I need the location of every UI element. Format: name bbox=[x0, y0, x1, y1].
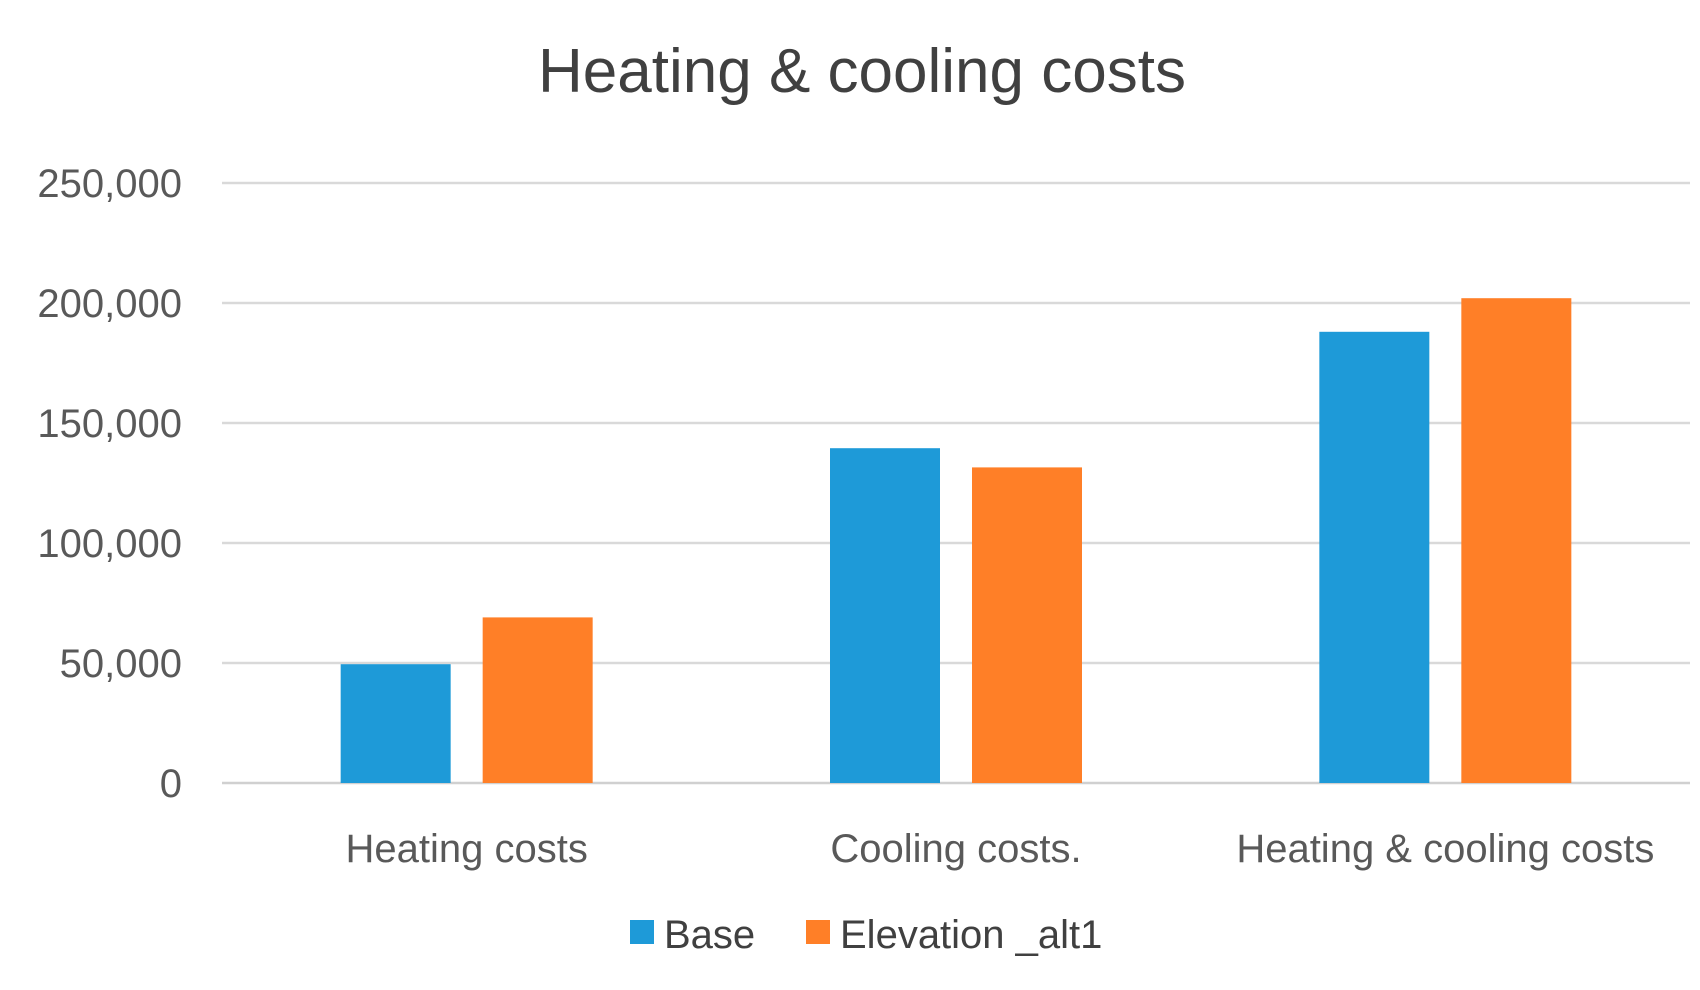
x-category-label: Heating & cooling costs bbox=[1236, 827, 1654, 871]
bar-base-0 bbox=[340, 664, 451, 783]
y-tick-label: 50,000 bbox=[60, 642, 182, 686]
bar-elevation-alt1-0 bbox=[482, 617, 593, 783]
x-axis-categories: Heating costs Cooling costs. Heating & coo… bbox=[345, 827, 1654, 871]
bar-elevation-alt1-2 bbox=[1461, 298, 1572, 783]
x-category-label: Cooling costs. bbox=[830, 827, 1081, 871]
bars bbox=[340, 298, 1572, 783]
bar-base-1 bbox=[830, 448, 940, 783]
chart-title: Heating & cooling costs bbox=[538, 37, 1186, 106]
legend-label-elevation-alt1: Elevation _alt1 bbox=[840, 913, 1102, 957]
legend: Base Elevation _alt1 bbox=[630, 913, 1102, 957]
y-axis-ticks: 0 50,000 100,000 150,000 200,000 250,000 bbox=[37, 162, 182, 806]
y-tick-label: 200,000 bbox=[37, 282, 182, 326]
y-tick-label: 250,000 bbox=[37, 162, 182, 206]
legend-label-base: Base bbox=[664, 913, 755, 957]
y-tick-label: 100,000 bbox=[37, 522, 182, 566]
y-tick-label: 0 bbox=[160, 762, 182, 806]
bar-elevation-alt1-1 bbox=[972, 467, 1082, 783]
x-category-label: Heating costs bbox=[345, 827, 587, 871]
y-tick-label: 150,000 bbox=[37, 402, 182, 446]
legend-swatch-base bbox=[630, 920, 654, 944]
bar-base-2 bbox=[1319, 331, 1430, 783]
legend-swatch-elevation-alt1 bbox=[806, 920, 830, 944]
gridlines bbox=[222, 181, 1690, 785]
